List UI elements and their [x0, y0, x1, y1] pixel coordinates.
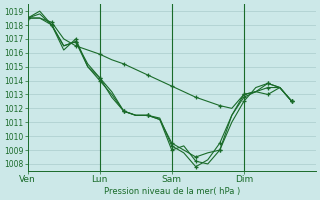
X-axis label: Pression niveau de la mer( hPa ): Pression niveau de la mer( hPa ): [104, 187, 240, 196]
